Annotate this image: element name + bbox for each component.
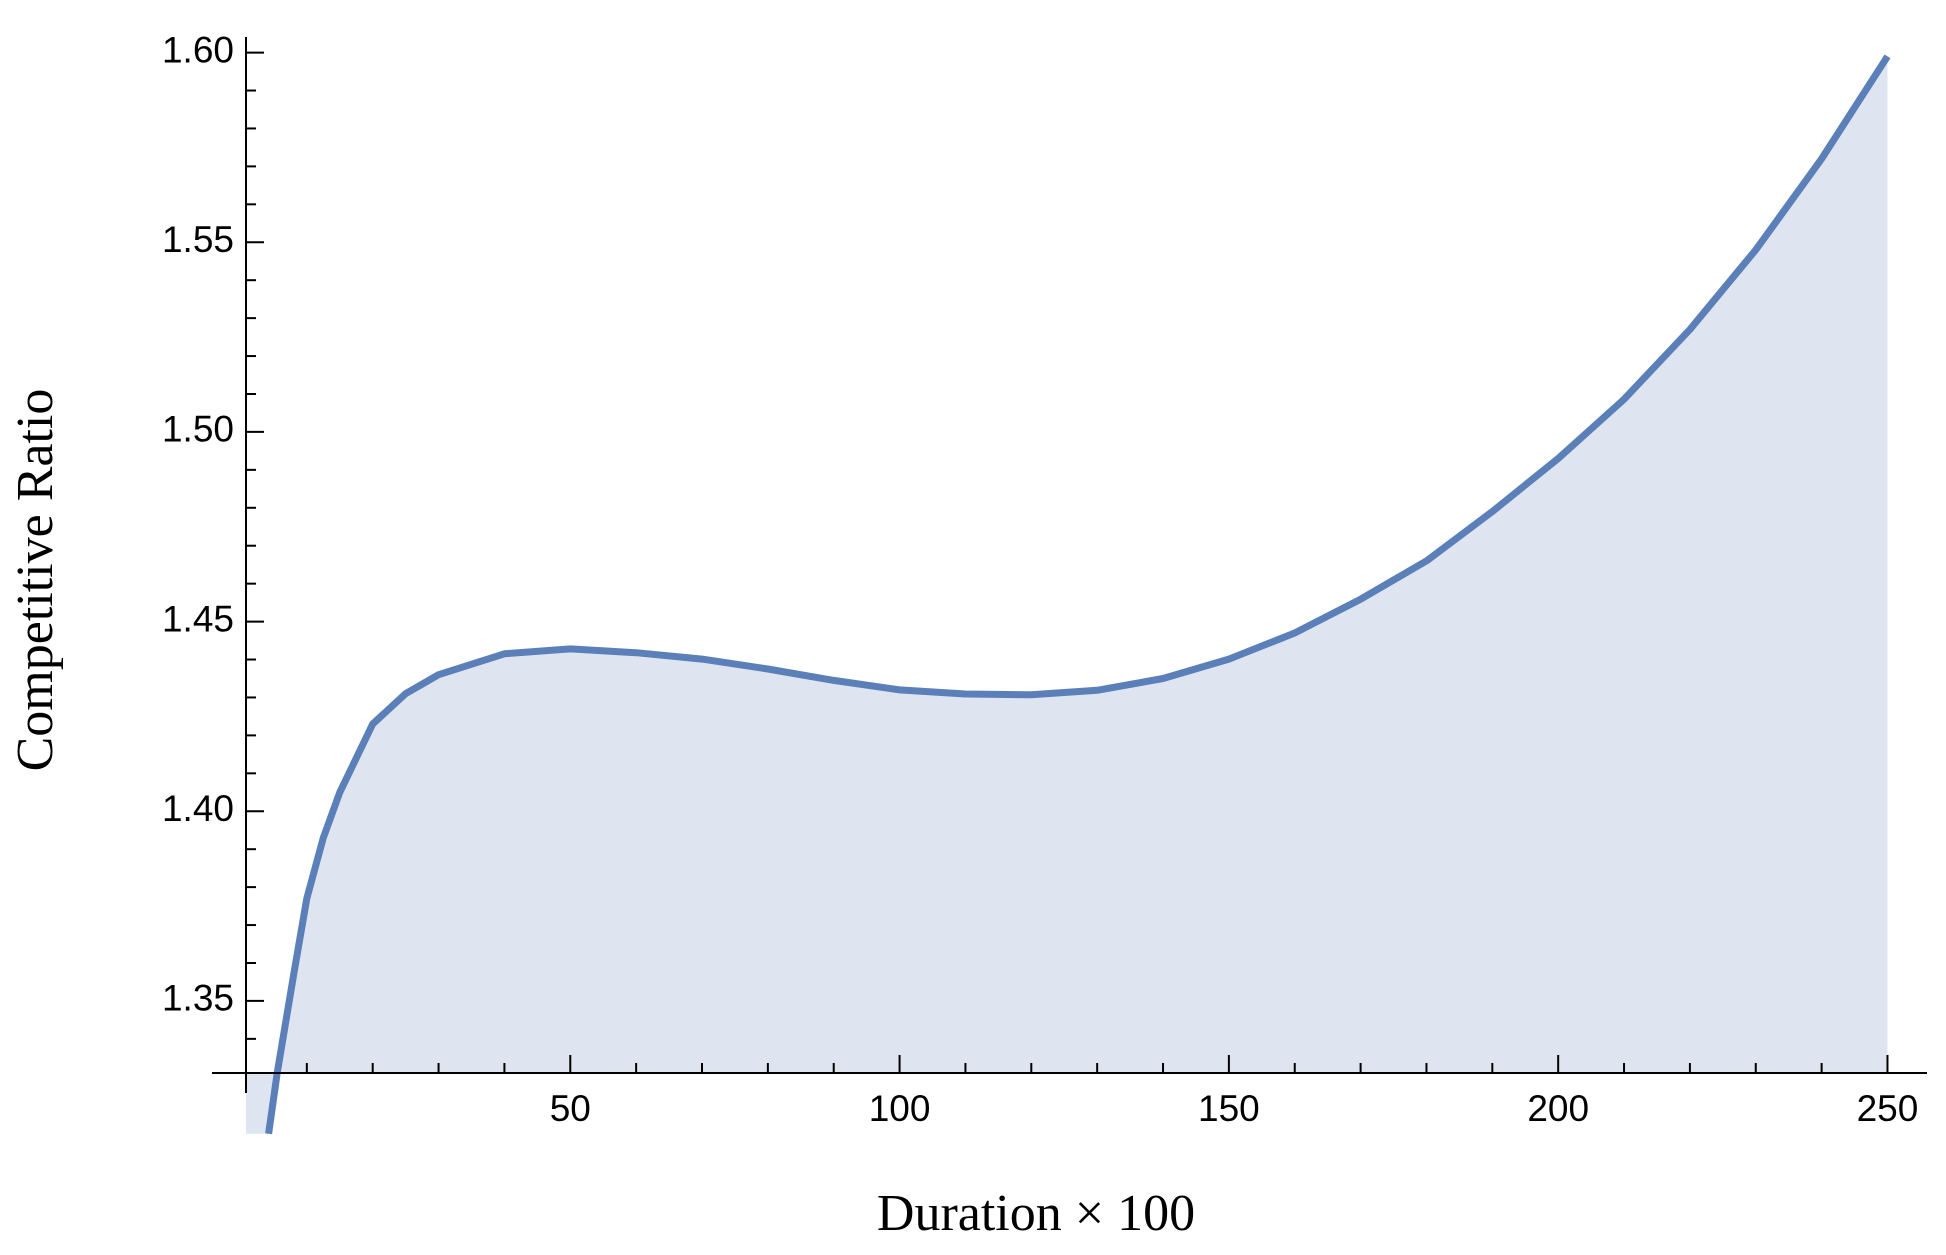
x-tick-label: 100 [869,1088,931,1129]
x-axis-label: Duration × 100 [877,1185,1195,1242]
x-tick-label: 150 [1198,1088,1260,1129]
x-tick-label: 50 [550,1088,591,1129]
y-tick-label: 1.35 [162,978,234,1019]
y-tick-label: 1.60 [162,29,234,70]
area-fill [246,56,1888,1134]
y-tick-label: 1.55 [162,219,234,260]
x-tick-label: 200 [1527,1088,1589,1129]
x-tick-label: 250 [1857,1088,1919,1129]
line [265,54,1891,1135]
y-tick-label: 1.45 [162,598,234,639]
y-tick-label: 1.50 [162,409,234,450]
y-axis-label: Competitive Ratio [7,389,64,772]
y-tick-label: 1.40 [162,788,234,829]
